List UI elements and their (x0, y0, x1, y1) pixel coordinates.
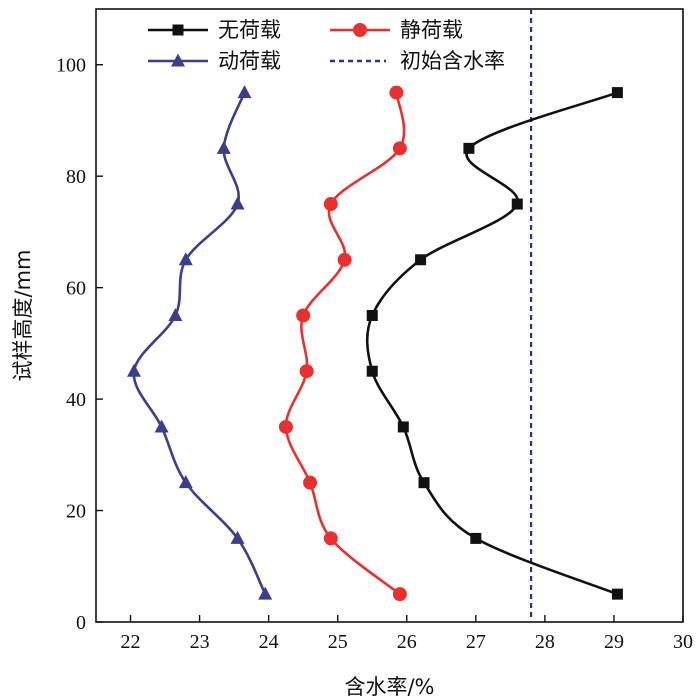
data-point (415, 254, 427, 266)
y-axis-title: 试样高度/mm (11, 250, 35, 382)
legend-label: 初始含水率 (400, 49, 505, 73)
series-line-1 (284, 92, 406, 596)
axis-ticks: 22 23 24 25 26 27 28 29 30 0 20 40 60 80 100 (56, 55, 693, 653)
legend-marker (353, 23, 367, 37)
data-point (303, 475, 318, 490)
y-tick-label: 40 (66, 389, 86, 411)
x-tick-label: 29 (604, 631, 624, 653)
data-point (154, 419, 169, 433)
legend-item: 动荷载 (148, 49, 281, 73)
legend-item: 无荷载 (148, 18, 281, 42)
y-tick-label: 0 (76, 612, 86, 634)
series-line-0 (365, 91, 618, 596)
y-tick-label: 20 (66, 501, 86, 523)
data-point (611, 588, 623, 600)
data-point (296, 308, 311, 323)
x-tick-label: 26 (397, 631, 417, 653)
x-tick-label: 23 (190, 631, 210, 653)
data-point (216, 140, 231, 154)
data-point (230, 530, 245, 544)
data-point (389, 85, 404, 100)
x-axis-title: 含水率/% (344, 675, 434, 699)
x-tick-label: 24 (259, 631, 279, 653)
data-point (230, 196, 245, 210)
data-point (397, 421, 409, 433)
data-point (178, 475, 193, 489)
data-point (178, 252, 193, 266)
legend-marker (171, 53, 185, 67)
legend-item: 初始含水率 (330, 49, 505, 73)
data-point (611, 87, 623, 99)
data-point (323, 197, 338, 212)
legend-label: 无荷载 (218, 18, 281, 42)
legend-marker (172, 24, 184, 36)
y-tick-label: 80 (66, 166, 86, 188)
series-line-2 (132, 92, 267, 595)
x-tick-label: 28 (535, 631, 555, 653)
x-tick-label: 27 (466, 631, 486, 653)
data-point (337, 252, 352, 267)
plot-area (126, 9, 623, 622)
data-point (126, 363, 141, 377)
x-tick-label: 25 (328, 631, 348, 653)
y-tick-label: 100 (56, 55, 86, 77)
x-tick-label: 30 (673, 631, 693, 653)
plot-frame (95, 8, 684, 623)
data-point (392, 141, 407, 156)
y-tick-label: 60 (66, 278, 86, 300)
data-point (237, 85, 252, 99)
data-point (470, 532, 482, 544)
data-point (258, 586, 273, 600)
data-point (299, 364, 314, 379)
data-point (511, 198, 523, 210)
legend-item: 静荷载 (330, 18, 463, 42)
plot-border (95, 8, 684, 623)
x-tick-label: 22 (121, 631, 141, 653)
legend-label: 动荷载 (218, 49, 281, 73)
data-point (463, 142, 475, 154)
data-point (168, 308, 183, 321)
data-point (278, 419, 293, 434)
data-point (392, 587, 407, 602)
data-point (323, 531, 338, 546)
data-point (418, 477, 430, 489)
data-point (366, 310, 378, 321)
legend-label: 静荷载 (400, 18, 463, 42)
data-point (366, 365, 378, 377)
